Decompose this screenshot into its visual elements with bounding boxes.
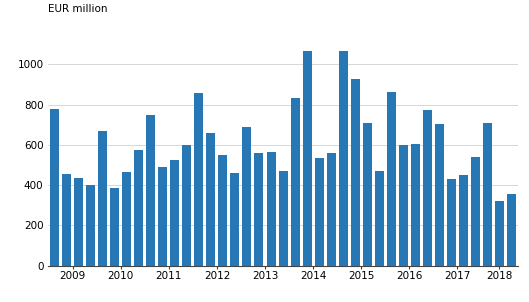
Bar: [399, 145, 408, 266]
Bar: [351, 79, 360, 266]
Bar: [303, 51, 312, 266]
Bar: [471, 157, 480, 266]
Bar: [482, 123, 491, 266]
Bar: [86, 185, 95, 266]
Bar: [435, 124, 444, 266]
Bar: [50, 109, 59, 266]
Bar: [75, 178, 84, 266]
Bar: [495, 201, 504, 266]
Bar: [206, 133, 215, 266]
Bar: [231, 173, 240, 266]
Bar: [387, 92, 396, 266]
Bar: [339, 51, 348, 266]
Bar: [290, 98, 299, 266]
Bar: [362, 123, 371, 266]
Bar: [254, 153, 263, 266]
Bar: [315, 158, 324, 266]
Bar: [375, 171, 384, 266]
Bar: [147, 115, 156, 266]
Bar: [423, 110, 432, 266]
Bar: [267, 152, 276, 266]
Bar: [278, 171, 288, 266]
Bar: [134, 150, 143, 266]
Bar: [218, 155, 227, 266]
Bar: [411, 144, 419, 266]
Bar: [507, 194, 516, 266]
Bar: [326, 153, 335, 266]
Bar: [98, 131, 107, 266]
Text: EUR million: EUR million: [48, 5, 107, 14]
Bar: [62, 174, 71, 266]
Bar: [170, 160, 179, 266]
Bar: [459, 175, 468, 266]
Bar: [242, 127, 251, 266]
Bar: [111, 188, 120, 266]
Bar: [122, 172, 131, 266]
Bar: [446, 179, 455, 266]
Bar: [158, 167, 167, 266]
Bar: [183, 145, 191, 266]
Bar: [195, 93, 204, 266]
